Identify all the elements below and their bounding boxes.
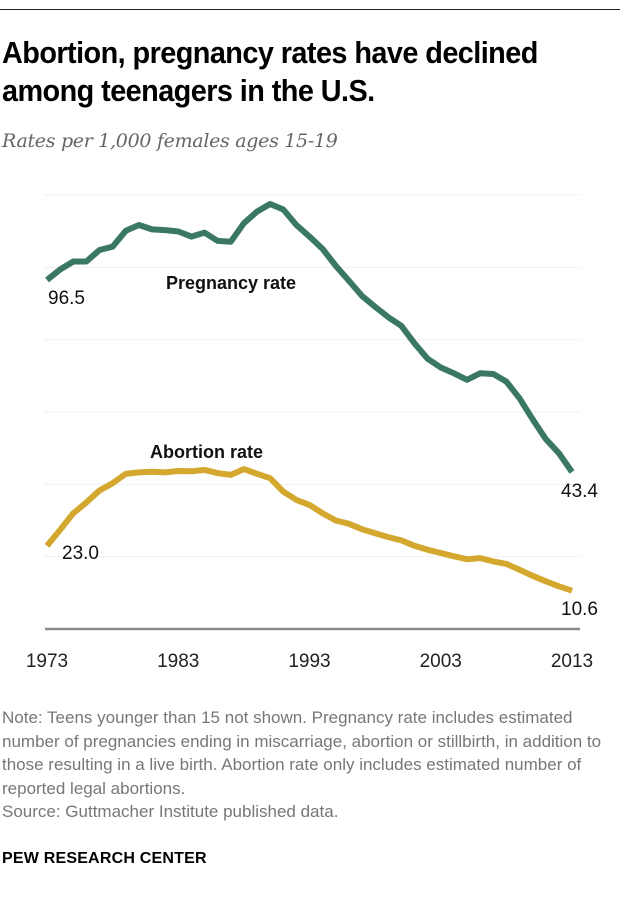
chart-subtitle: Rates per 1,000 females ages 15-19	[2, 130, 338, 152]
pregnancy-end-label: 43.4	[561, 481, 598, 502]
pregnancy-rate-line	[45, 201, 575, 474]
brand-logo-text: PEW RESEARCH CENTER	[2, 850, 207, 867]
x-tick-label: 1983	[157, 651, 199, 672]
series-lines	[44, 201, 575, 594]
pregnancy-start-label: 96.5	[48, 288, 85, 309]
x-tick-label: 2003	[420, 651, 462, 672]
abortion-start-label: 23.0	[62, 543, 99, 564]
source-text: Source: Guttmacher Institute published d…	[2, 802, 339, 821]
chart-note: Note: Teens younger than 15 not shown. P…	[2, 706, 612, 824]
note-text: Note: Teens younger than 15 not shown. P…	[2, 708, 602, 798]
labels: 1973 1983 1993 2003 2013 96.5 43.4 Pregnancy ra…	[26, 273, 599, 672]
line-chart: 1973 1983 1993 2003 2013 96.5 43.4 Pregnancy ra…	[26, 194, 599, 672]
pregnancy-series-label: Pregnancy rate	[166, 273, 296, 293]
x-tick-label: 2013	[551, 651, 593, 672]
x-tick-label: 1993	[288, 651, 330, 672]
top-rule	[0, 9, 620, 10]
abortion-end-label: 10.6	[561, 599, 598, 620]
chart-title: Abortion, pregnancy rates have declined …	[2, 35, 538, 108]
abortion-rate-line	[44, 466, 573, 594]
abortion-series-label: Abortion rate	[150, 442, 263, 462]
x-tick-label: 1973	[26, 651, 68, 672]
